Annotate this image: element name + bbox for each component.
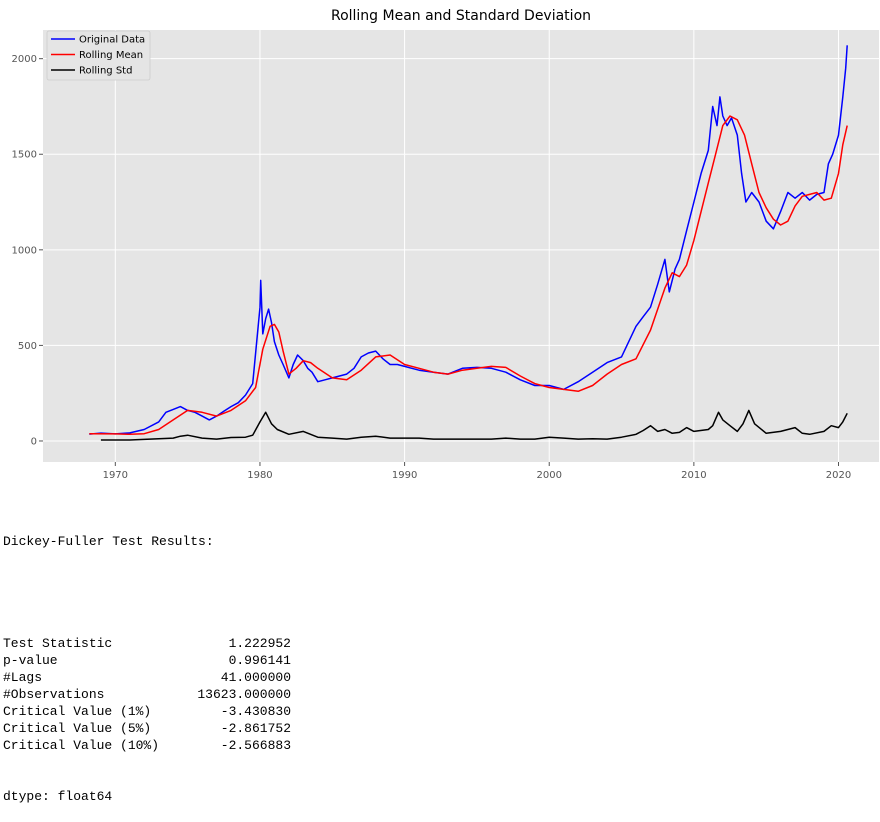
series-line-2: [100, 409, 848, 441]
result-row: Test Statistic 1.222952: [3, 635, 291, 652]
x-tick-label: 2010: [681, 470, 706, 481]
result-label: p-value: [3, 653, 58, 668]
result-row: p-value 0.996141: [3, 652, 291, 669]
plot-area: [43, 30, 879, 462]
result-label: Critical Value (5%): [3, 721, 152, 736]
y-tick-label: 500: [18, 341, 37, 352]
result-value: -3.430830: [220, 704, 291, 719]
dickey-fuller-output: Dickey-Fuller Test Results: Test Statist…: [3, 499, 291, 822]
result-row: Critical Value (5%) -2.861752: [3, 720, 291, 737]
series-line-1: [89, 115, 848, 436]
result-label: Critical Value (10%): [3, 738, 160, 753]
result-label: #Observations: [3, 687, 105, 702]
result-row: Critical Value (1%) -3.430830: [3, 703, 291, 720]
x-axis: 1970 1980 1990 2000 2010 2020: [103, 462, 851, 481]
chart-title: Rolling Mean and Standard Deviation: [331, 8, 591, 24]
result-value: 13623.000000: [197, 687, 291, 702]
output-header: Dickey-Fuller Test Results:: [3, 534, 214, 549]
legend-label: Original Data: [79, 35, 145, 46]
x-tick-label: 1980: [247, 470, 272, 481]
legend: Original Data Rolling Mean Rolling Std: [46, 30, 151, 81]
y-tick-label: 1000: [12, 245, 37, 256]
y-tick-label: 0: [31, 436, 37, 447]
result-row: Critical Value (10%) -2.566883: [3, 737, 291, 754]
result-row: #Observations 13623.000000: [3, 686, 291, 703]
y-tick-label: 2000: [12, 54, 37, 65]
result-label: Test Statistic: [3, 636, 113, 651]
dtype-line: dtype: float64: [3, 789, 113, 804]
result-value: -2.861752: [220, 721, 291, 736]
result-label: Critical Value (1%): [3, 704, 152, 719]
result-value: 1.222952: [228, 636, 291, 651]
y-tick-label: 1500: [12, 150, 37, 161]
result-value: 0.996141: [228, 653, 291, 668]
legend-box: [46, 30, 151, 81]
legend-label: Rolling Std: [79, 66, 132, 77]
x-tick-label: 2000: [537, 470, 562, 481]
chart: Rolling Mean and Standard Deviation 1970…: [12, 8, 879, 481]
x-tick-label: 2020: [826, 470, 851, 481]
x-tick-label: 1970: [103, 470, 128, 481]
x-tick-label: 1990: [392, 470, 417, 481]
series-lines: [89, 45, 848, 441]
legend-label: Rolling Mean: [79, 50, 143, 61]
results-table: Test Statistic 1.222952 p-value 0.996141 #La…: [3, 635, 291, 754]
y-axis: 0 500 1000 1500 2000: [12, 54, 43, 447]
blank-line: [3, 584, 291, 601]
result-value: -2.566883: [220, 738, 291, 753]
